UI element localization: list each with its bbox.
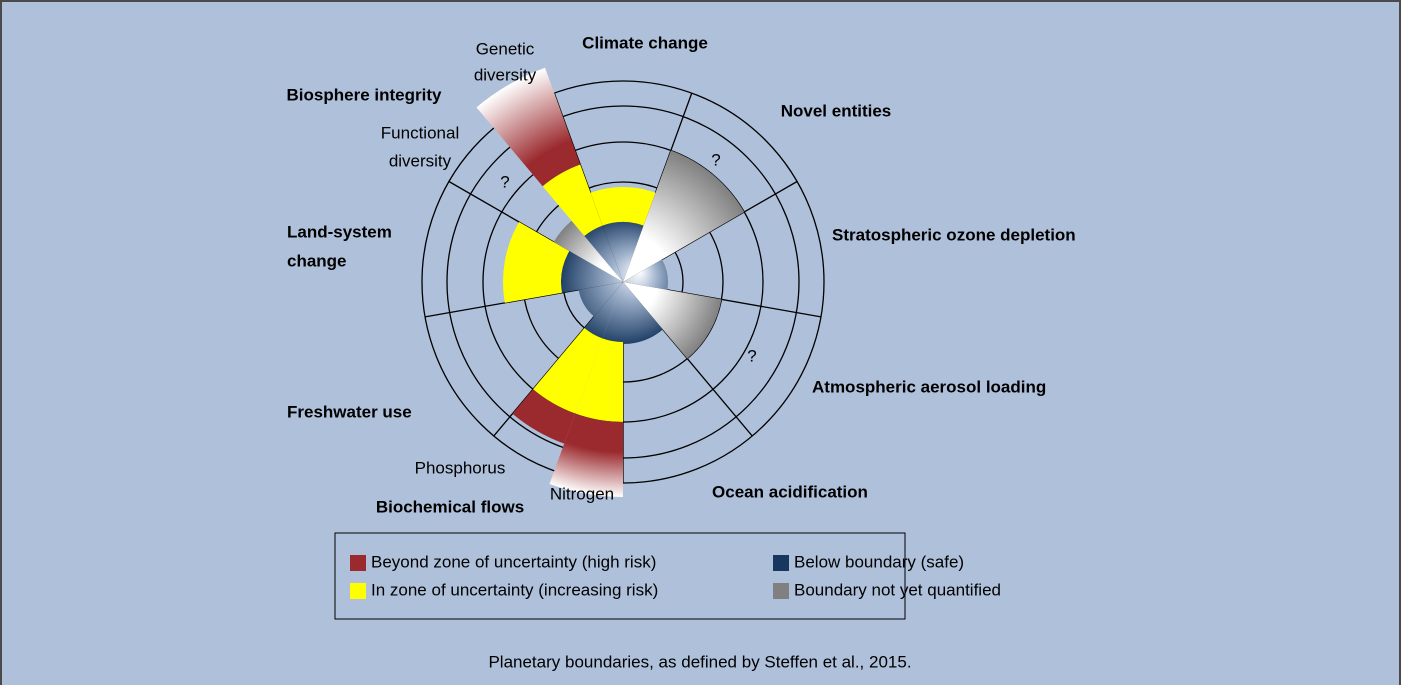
sector <box>512 389 576 444</box>
label: Biochemical flows <box>376 497 524 516</box>
label: Freshwater use <box>287 402 412 421</box>
legend-swatch <box>350 583 366 599</box>
sector <box>602 282 623 342</box>
label: Land-system <box>287 222 392 241</box>
label: Biosphere integrity <box>287 85 442 104</box>
sublabel: Nitrogen <box>550 484 614 503</box>
sectors <box>476 67 745 497</box>
sublabel: Genetic <box>476 39 535 58</box>
sublabel: Phosphorus <box>415 458 506 477</box>
label: Atmospheric aerosol loading <box>812 377 1046 396</box>
label: Novel entities <box>781 101 892 120</box>
sector <box>476 67 581 187</box>
legend-box <box>334 532 906 620</box>
sector <box>575 338 623 422</box>
label: Climate change <box>582 33 708 52</box>
sector <box>623 282 663 344</box>
labels: Climate change Novel entities Stratosphe… <box>287 33 1076 516</box>
label: Stratospheric ozone depletion <box>832 225 1076 244</box>
legend-label: Beyond zone of uncertainty (high risk) <box>371 552 656 571</box>
sector <box>623 150 745 282</box>
legend-swatch <box>773 555 789 571</box>
sector <box>584 225 623 282</box>
sector <box>549 413 623 497</box>
sector <box>602 222 644 282</box>
unknown-mark: ? <box>500 172 509 191</box>
sector <box>590 186 656 226</box>
sublabel: diversity <box>389 151 452 170</box>
legend-label: In zone of uncertainty (increasing risk) <box>371 580 658 599</box>
sector <box>561 251 623 293</box>
sublabel: diversity <box>474 65 537 84</box>
unknown-mark: ? <box>711 150 720 169</box>
legend-label: Below boundary (safe) <box>794 552 964 571</box>
sector <box>578 282 623 317</box>
sublabel: Functional <box>381 123 459 142</box>
unknown-mark: ? <box>747 346 756 365</box>
sector <box>623 282 722 359</box>
legend-swatch <box>350 555 366 571</box>
sector <box>623 259 668 290</box>
sector <box>553 220 623 282</box>
legend-label: Boundary not yet quantified <box>794 580 1001 599</box>
sector <box>503 222 570 303</box>
legend: Beyond zone of uncertainty (high risk) In… <box>350 552 1001 599</box>
sector <box>533 327 603 414</box>
caption: Planetary boundaries, as defined by Stef… <box>488 652 911 671</box>
label: change <box>287 251 347 270</box>
sector <box>584 282 623 339</box>
sector <box>542 164 603 237</box>
legend-swatch <box>773 583 789 599</box>
label: Ocean acidification <box>712 482 868 501</box>
